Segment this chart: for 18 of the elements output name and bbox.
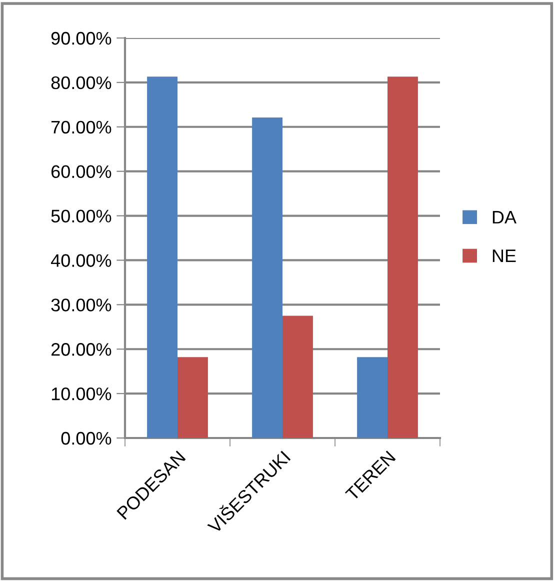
legend-label: NE xyxy=(492,250,516,262)
y-tick-label: 60.00% xyxy=(51,165,112,178)
bar xyxy=(357,357,388,438)
y-tick-label: 0.00% xyxy=(61,432,112,445)
y-tick-label: 30.00% xyxy=(51,298,112,312)
y-tick-label: 90.00% xyxy=(51,32,112,45)
bar xyxy=(178,357,208,438)
y-tick-label: 50.00% xyxy=(51,210,112,222)
y-tick-label: 10.00% xyxy=(52,387,112,400)
bar xyxy=(388,76,418,438)
bar xyxy=(282,316,313,438)
y-tick-label: 70.00% xyxy=(51,120,112,134)
legend-label: DA xyxy=(492,211,516,224)
bar xyxy=(147,76,178,438)
y-tick-label: 40.00% xyxy=(50,254,112,267)
bar xyxy=(252,118,282,438)
y-tick-label: 80.00% xyxy=(51,76,112,90)
y-tick-label: 20.00% xyxy=(51,343,112,356)
